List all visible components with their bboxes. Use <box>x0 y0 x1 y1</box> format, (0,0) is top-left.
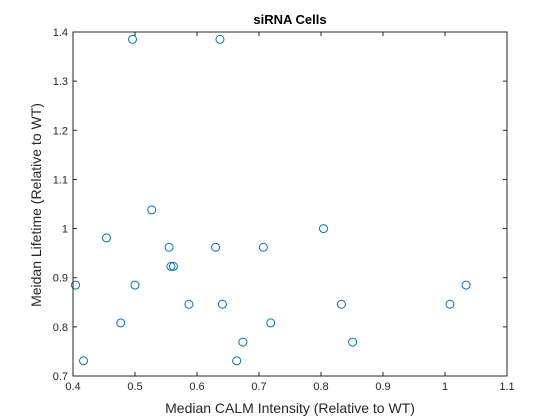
x-tick-label: 0.6 <box>189 381 204 393</box>
y-tick-label: 1 <box>62 224 68 236</box>
data-point <box>128 34 138 44</box>
y-tick-label: 1.2 <box>53 125 68 137</box>
data-point <box>166 261 176 271</box>
x-axis-label: Median CALM Intensity (Relative to WT) <box>165 400 415 416</box>
plot-background <box>73 32 507 376</box>
x-axis-ticks: 0.4 0.5 0.6 0.7 0.8 0.9 1 1.1 <box>65 32 515 393</box>
data-point <box>168 261 178 271</box>
y-tick-label: 0.8 <box>53 322 68 334</box>
data-point <box>461 280 471 290</box>
plot-area <box>73 32 507 376</box>
data-point <box>238 337 248 347</box>
axes-frame <box>72 31 508 377</box>
data-point <box>164 242 174 252</box>
y-tick-label: 0.9 <box>53 273 68 285</box>
y-tick-label: 1.1 <box>53 174 68 186</box>
y-tick-label: 0.7 <box>53 371 68 383</box>
data-point <box>211 242 221 252</box>
data-point <box>184 299 194 309</box>
data-point <box>258 242 268 252</box>
x-tick-label: 0.4 <box>65 381 80 393</box>
data-point <box>70 280 80 290</box>
x-tick-label: 0.8 <box>313 381 328 393</box>
y-axis-ticks: 0.7 0.8 0.9 1 1.1 1.2 1.3 1.4 <box>53 27 507 383</box>
chart-title: siRNA Cells <box>253 12 326 27</box>
y-axis-label: Meidan Lifetime (Relative to WT) <box>28 103 44 307</box>
y-tick-label: 1.4 <box>53 27 68 39</box>
x-tick-label: 0.7 <box>251 381 266 393</box>
data-point <box>336 299 346 309</box>
x-tick-label: 1.1 <box>499 381 514 393</box>
data-point <box>215 34 225 44</box>
data-point <box>147 205 157 215</box>
axes-box <box>72 31 508 377</box>
data-point <box>116 318 126 328</box>
data-point <box>130 280 140 290</box>
data-point <box>348 337 358 347</box>
data-point <box>79 356 89 366</box>
data-point <box>101 233 111 243</box>
data-point <box>266 318 276 328</box>
data-points <box>70 34 471 366</box>
data-point <box>445 299 455 309</box>
data-point <box>318 224 328 234</box>
x-tick-label: 0.5 <box>127 381 142 393</box>
data-point <box>217 299 227 309</box>
data-point <box>232 356 242 366</box>
x-tick-label: 0.9 <box>375 381 390 393</box>
y-tick-label: 1.3 <box>53 76 68 88</box>
x-tick-label: 1 <box>442 381 448 393</box>
